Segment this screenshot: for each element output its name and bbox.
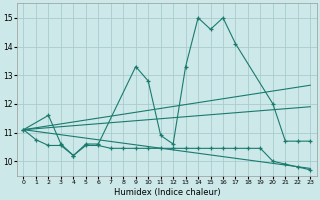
X-axis label: Humidex (Indice chaleur): Humidex (Indice chaleur) xyxy=(114,188,220,197)
